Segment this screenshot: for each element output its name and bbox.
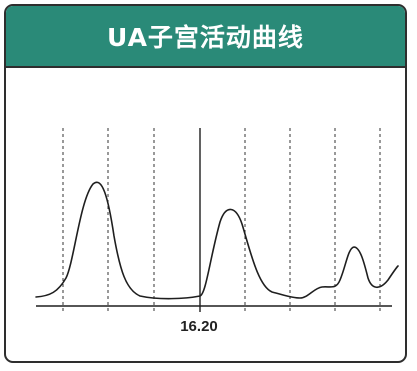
- ua-curve: [35, 181, 399, 300]
- time-marker-label: 16.20: [180, 318, 218, 335]
- chart-title: UA子宫活动曲线: [107, 23, 304, 52]
- ua-chart-card: UA子宫活动曲线: [4, 4, 407, 363]
- header-bar: UA子宫活动曲线: [6, 6, 405, 68]
- time-gridlines: [62, 128, 381, 312]
